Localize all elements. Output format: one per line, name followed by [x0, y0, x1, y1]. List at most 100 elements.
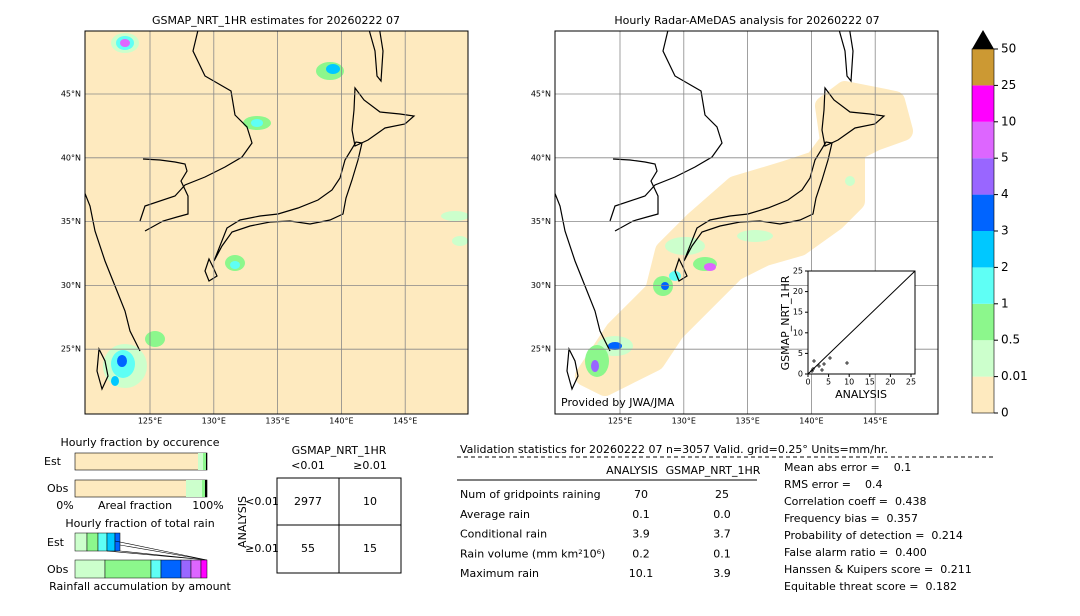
colorbar-label: 50 [1001, 42, 1016, 56]
lat-label: 30°N [61, 281, 81, 290]
color-segment [972, 85, 994, 122]
colorbar-label: 0 [1001, 406, 1009, 420]
y-tick-label: 0 [798, 370, 803, 379]
lon-label: 145°E [863, 417, 887, 426]
colorbar-label: 2 [1001, 260, 1009, 274]
stat-value: 0.1 [713, 547, 731, 560]
score: False alarm ratio = 0.400 [784, 546, 927, 559]
x-tick-label: 10 [844, 378, 854, 387]
color-segment [972, 49, 994, 86]
color-segment [972, 158, 994, 195]
score: Mean abs error = 0.1 [784, 461, 911, 474]
color-segment [972, 376, 994, 413]
lat-label: 35°N [531, 217, 551, 226]
stat-value: 3.9 [632, 528, 650, 541]
contingency-table [276, 477, 402, 574]
lat-label: 45°N [61, 90, 81, 99]
x-tick-label: 15 [865, 378, 875, 387]
stat-value: 10.1 [629, 567, 654, 580]
credit: Provided by JWA/JMA [561, 396, 675, 409]
colorbar-label: 25 [1001, 78, 1016, 92]
color-segment [972, 303, 994, 341]
lon-label: 130°E [672, 417, 696, 426]
row-label: Obs [47, 482, 69, 495]
lat-label: 25°N [531, 345, 551, 354]
precip [103, 33, 468, 388]
column-header: <0.01 [291, 459, 325, 472]
lon-label: 140°E [799, 417, 823, 426]
right-map: Provided by JWA/JMA 0 5 10 15 20 25 0 5 10 15 20 25… [554, 30, 939, 415]
scatter-inset: 0 5 10 15 20 25 0 5 10 15 20 25 ANALYSIS GSMAP_NRT_1H… [779, 267, 916, 402]
validation-header: Validation statistics for 20260222 07 n=… [460, 443, 888, 456]
lat-label: 45°N [531, 90, 551, 99]
cell: 2977 [294, 495, 322, 508]
lon-label: 135°E [735, 417, 759, 426]
stat-value: 3.7 [713, 528, 731, 541]
y-tick-label: 20 [793, 287, 803, 296]
color-segment [972, 121, 994, 159]
score: Hanssen & Kuipers score = 0.211 [784, 563, 972, 576]
total-rain-panel [74, 532, 208, 579]
colorbar-label: 5 [1001, 151, 1009, 165]
panel-title: Hourly fraction of total rain [65, 517, 214, 530]
colorbar-label: 4 [1001, 187, 1009, 201]
row-label: Est [44, 455, 62, 468]
column-header: ANALYSIS [606, 464, 658, 477]
score: RMS error = 0.4 [784, 478, 882, 491]
lat-label: 25°N [61, 345, 81, 354]
score: Equitable threat score = 0.182 [784, 580, 957, 593]
y-tick-label: 10 [793, 328, 803, 337]
extend-triangle [972, 30, 994, 49]
x-tick-label: 25 [906, 378, 916, 387]
lat-label: 40°N [61, 153, 81, 162]
map-title: Hourly Radar-AMeDAS analysis for 2026022… [614, 14, 879, 27]
color-segment [972, 267, 994, 304]
x-tick-label: 5 [826, 378, 831, 387]
lat-label: 35°N [61, 217, 81, 226]
row-label: Est [47, 536, 65, 549]
lon-label: 130°E [202, 417, 226, 426]
cell: 55 [301, 542, 315, 555]
y-axis-label: GSMAP_NRT_1HR [779, 275, 792, 370]
occurrence-panel [74, 452, 208, 498]
axis-label: 100% [192, 499, 223, 512]
lat-label: 30°N [531, 281, 551, 290]
y-tick-label: 15 [793, 308, 803, 317]
colorbar-label: 1 [1001, 296, 1009, 310]
row-axis-label: ANALYSIS [236, 496, 249, 548]
row-label: Obs [47, 563, 69, 576]
left-map [84, 30, 469, 415]
cell: 15 [363, 542, 377, 555]
lon-label: 135°E [265, 417, 289, 426]
cell: 10 [363, 495, 377, 508]
stat-label: Average rain [460, 508, 530, 521]
lon-label: 145°E [393, 417, 417, 426]
table-title: GSMAP_NRT_1HR [292, 444, 387, 457]
row-header: ≥0.01 [245, 542, 279, 555]
stat-label: Conditional rain [460, 528, 547, 541]
score: Correlation coeff = 0.438 [784, 495, 926, 508]
panel-title: Hourly fraction by occurence [61, 436, 220, 449]
row-header: <0.01 [245, 495, 279, 508]
color-segment [972, 231, 994, 268]
x-axis-label: ANALYSIS [835, 388, 887, 401]
stat-value: 70 [634, 488, 648, 501]
stat-label: Num of gridpoints raining [460, 488, 601, 501]
lat-label: 40°N [531, 153, 551, 162]
colorbar-label: 0.01 [1001, 369, 1028, 383]
stat-value: 0.2 [632, 547, 650, 560]
color-segment [972, 194, 994, 231]
score: Frequency bias = 0.357 [784, 512, 918, 525]
map-background [85, 31, 468, 414]
column-header: GSMAP_NRT_1HR [666, 464, 761, 477]
colorbar-label: 0.5 [1001, 333, 1020, 347]
stat-value: 3.9 [713, 567, 731, 580]
stat-value: 25 [715, 488, 729, 501]
column-header: ≥0.01 [353, 459, 387, 472]
lon-label: 125°E [138, 417, 162, 426]
color-segment [972, 340, 994, 377]
axis-label: 0% [56, 499, 73, 512]
x-tick-label: 20 [885, 378, 895, 387]
y-tick-label: 25 [793, 267, 803, 276]
